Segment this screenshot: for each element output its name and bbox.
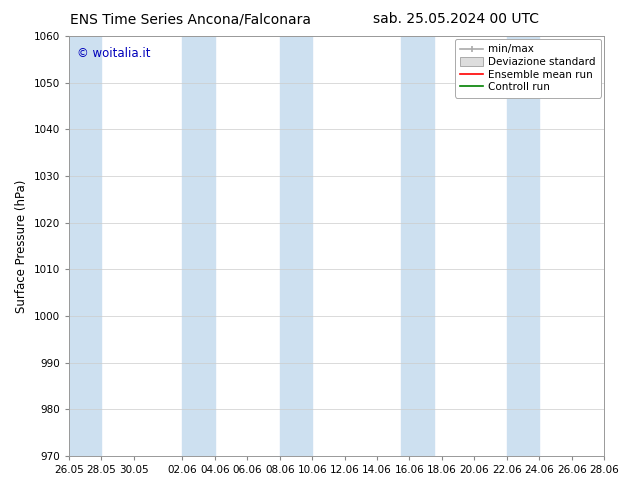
Legend: min/max, Deviazione standard, Ensemble mean run, Controll run: min/max, Deviazione standard, Ensemble m… <box>455 39 601 98</box>
Bar <box>507 36 540 456</box>
Y-axis label: Surface Pressure (hPa): Surface Pressure (hPa) <box>15 179 28 313</box>
Text: ENS Time Series Ancona/Falconara: ENS Time Series Ancona/Falconara <box>70 12 311 26</box>
Bar <box>280 36 312 456</box>
Bar <box>69 36 101 456</box>
Bar <box>183 36 215 456</box>
Bar <box>401 36 434 456</box>
Text: © woitalia.it: © woitalia.it <box>77 47 150 60</box>
Text: sab. 25.05.2024 00 UTC: sab. 25.05.2024 00 UTC <box>373 12 540 26</box>
